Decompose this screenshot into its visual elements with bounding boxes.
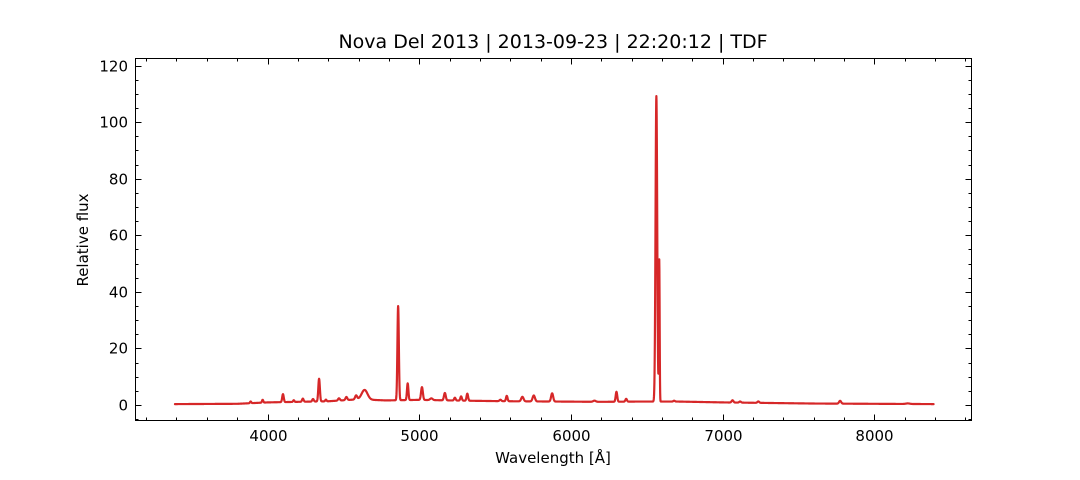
- x-axis-label: Wavelength [Å]: [495, 448, 611, 467]
- y-axis-label: Relative flux: [74, 193, 92, 286]
- y-tick-label: 80: [109, 171, 128, 189]
- y-tick-label: 0: [118, 397, 128, 415]
- spectrum-series-line: [173, 95, 935, 406]
- x-axis-ticks: 4000 5000 6000 7000 8000: [146, 58, 966, 445]
- chart-title: Nova Del 2013 | 2013-09-23 | 22:20:12 | …: [338, 31, 767, 53]
- plot-area: [173, 95, 935, 406]
- x-tick-label: 5000: [400, 427, 438, 445]
- x-tick-label: 8000: [855, 427, 893, 445]
- y-tick-label: 40: [109, 284, 128, 302]
- y-tick-label: 100: [99, 114, 128, 132]
- x-tick-label: 6000: [552, 427, 590, 445]
- plot-frame: [135, 58, 972, 421]
- x-tick-label: 7000: [704, 427, 742, 445]
- y-axis-ticks: 0 20 40 60 80 100 120: [99, 58, 972, 420]
- y-tick-label: 120: [99, 58, 128, 76]
- y-tick-label: 60: [109, 227, 128, 245]
- x-tick-label: 4000: [249, 427, 287, 445]
- y-tick-label: 20: [109, 340, 128, 358]
